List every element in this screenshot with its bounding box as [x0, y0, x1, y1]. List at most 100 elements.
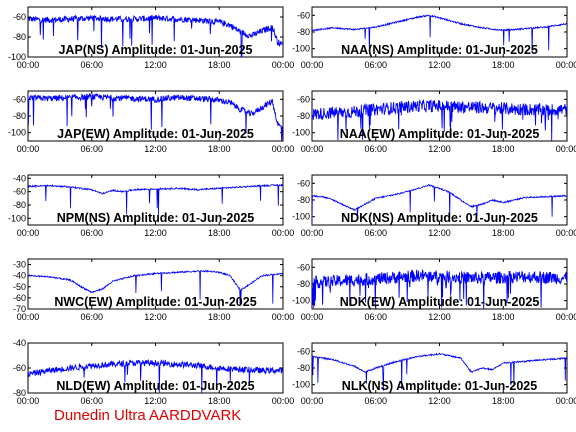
- panel-title: NWC(EW) Amplitude: 01-Jun-2025: [54, 295, 256, 309]
- x-tick-label: 12:00: [144, 396, 167, 406]
- x-tick-label: 06:00: [80, 396, 103, 406]
- panel-3: -100 -80 -60 00:00 06:00 12:00 18:00 00:00 NAA(E…: [292, 90, 576, 154]
- x-tick-label: 00:00: [17, 228, 40, 238]
- y-tick-label: -80: [297, 27, 310, 37]
- y-tick-label: -60: [13, 187, 26, 197]
- series-line: [312, 14, 567, 53]
- series-line: [312, 268, 567, 309]
- y-tick-label: -80: [13, 32, 26, 42]
- y-tick-label: -80: [297, 363, 310, 373]
- x-tick-label: 00:00: [17, 60, 40, 70]
- x-tick-label: 00:00: [301, 228, 324, 238]
- series-line: [312, 352, 567, 391]
- panel-7: -100 -80 -60 00:00 06:00 12:00 18:00 00:00 NDK(E…: [292, 258, 576, 322]
- panel-1: -100 -80 -60 00:00 06:00 12:00 18:00 00:00 NAA(N…: [292, 6, 576, 70]
- x-tick-label: 00:00: [272, 60, 295, 70]
- panel-9: -100 -80 -60 00:00 06:00 12:00 18:00 00:00 NLK(N…: [292, 342, 576, 406]
- y-tick-label: -80: [13, 111, 26, 121]
- x-tick-label: 00:00: [272, 144, 295, 154]
- footer-label: Dunedin Ultra AARDDVARK: [54, 407, 242, 424]
- y-tick-label: -100: [292, 128, 310, 138]
- y-tick-label: -80: [297, 111, 310, 121]
- x-tick-label: 12:00: [144, 60, 167, 70]
- x-tick-label: 18:00: [208, 60, 231, 70]
- x-tick-label: 18:00: [492, 312, 515, 322]
- x-tick-label: 06:00: [80, 228, 103, 238]
- x-tick-label: 18:00: [208, 396, 231, 406]
- y-tick-label: -60: [297, 346, 310, 356]
- series-line: [312, 98, 567, 141]
- x-tick-label: 00:00: [272, 228, 295, 238]
- x-tick-label: 00:00: [556, 312, 576, 322]
- x-tick-label: 00:00: [556, 228, 576, 238]
- x-tick-label: 00:00: [301, 60, 324, 70]
- x-tick-label: 18:00: [492, 60, 515, 70]
- y-tick-label: -60: [13, 94, 26, 104]
- x-tick-label: 00:00: [556, 396, 576, 406]
- x-tick-label: 00:00: [301, 396, 324, 406]
- x-tick-label: 12:00: [144, 312, 167, 322]
- x-tick-label: 06:00: [80, 312, 103, 322]
- panel-title: NAA(NS) Amplitude: 01-Jun-2025: [341, 43, 538, 57]
- panel-title: NAA(EW) Amplitude: 01-Jun-2025: [340, 127, 540, 141]
- x-tick-label: 00:00: [17, 312, 40, 322]
- panel-title: NPM(NS) Amplitude: 01-Jun-2025: [57, 211, 255, 225]
- x-tick-label: 00:00: [17, 396, 40, 406]
- x-tick-label: 00:00: [17, 144, 40, 154]
- x-tick-label: 00:00: [272, 396, 295, 406]
- x-tick-label: 00:00: [301, 312, 324, 322]
- series-line: [28, 269, 283, 306]
- y-tick-label: -80: [297, 195, 310, 205]
- series-line: [28, 358, 283, 393]
- y-tick-label: -100: [8, 213, 26, 223]
- y-tick-label: -80: [13, 388, 26, 398]
- y-tick-label: -80: [13, 200, 26, 210]
- x-tick-label: 18:00: [208, 228, 231, 238]
- series-line: [28, 183, 283, 216]
- panel-title: JAP(NS) Amplitude: 01-Jun-2025: [58, 43, 252, 57]
- x-tick-label: 06:00: [364, 228, 387, 238]
- x-tick-label: 00:00: [272, 312, 295, 322]
- y-tick-label: -60: [297, 10, 310, 20]
- x-tick-label: 12:00: [428, 396, 451, 406]
- panel-4: -100 -80 -60 -40 00:00 06:00 12:00 18:00 00:00 NP…: [8, 173, 294, 238]
- y-tick-label: -60: [13, 293, 26, 303]
- y-tick-label: -60: [297, 262, 310, 272]
- x-tick-label: 18:00: [208, 312, 231, 322]
- y-tick-label: -60: [297, 94, 310, 104]
- series-line: [28, 14, 283, 57]
- y-tick-label: -70: [13, 304, 26, 314]
- x-tick-label: 12:00: [428, 228, 451, 238]
- x-tick-label: 12:00: [144, 144, 167, 154]
- x-tick-label: 00:00: [556, 144, 576, 154]
- x-tick-label: 06:00: [80, 144, 103, 154]
- x-tick-label: 06:00: [364, 396, 387, 406]
- x-tick-label: 18:00: [492, 396, 515, 406]
- y-tick-label: -100: [292, 296, 310, 306]
- x-tick-label: 18:00: [208, 144, 231, 154]
- x-tick-label: 06:00: [364, 312, 387, 322]
- y-tick-label: -100: [8, 52, 26, 62]
- y-tick-label: -30: [13, 260, 26, 270]
- panel-title: NDK(EW) Amplitude: 01-Jun-2025: [340, 295, 540, 309]
- x-tick-label: 12:00: [428, 312, 451, 322]
- panel-title: NLD(EW) Amplitude: 01-Jun-2025: [56, 379, 254, 393]
- y-tick-label: -100: [292, 44, 310, 54]
- y-tick-label: -60: [297, 178, 310, 188]
- panel-title: NLK(NS) Amplitude: 01-Jun-2025: [342, 379, 537, 393]
- y-tick-label: -40: [13, 173, 26, 183]
- x-tick-label: 00:00: [301, 144, 324, 154]
- panel-2: -100 -80 -60 00:00 06:00 12:00 18:00 00:00 JAP(E…: [8, 90, 295, 154]
- x-tick-label: 06:00: [364, 60, 387, 70]
- x-tick-label: 00:00: [556, 60, 576, 70]
- series-line: [28, 92, 283, 141]
- y-tick-label: -60: [13, 12, 26, 22]
- series-line: [312, 184, 567, 225]
- x-tick-label: 12:00: [428, 144, 451, 154]
- panel-0: -100 -80 -60 00:00 06:00 12:00 18:00 00:00 JAP(N…: [8, 6, 295, 70]
- x-tick-label: 18:00: [492, 228, 515, 238]
- x-tick-label: 18:00: [492, 144, 515, 154]
- y-tick-label: -40: [13, 271, 26, 281]
- y-tick-label: -100: [292, 212, 310, 222]
